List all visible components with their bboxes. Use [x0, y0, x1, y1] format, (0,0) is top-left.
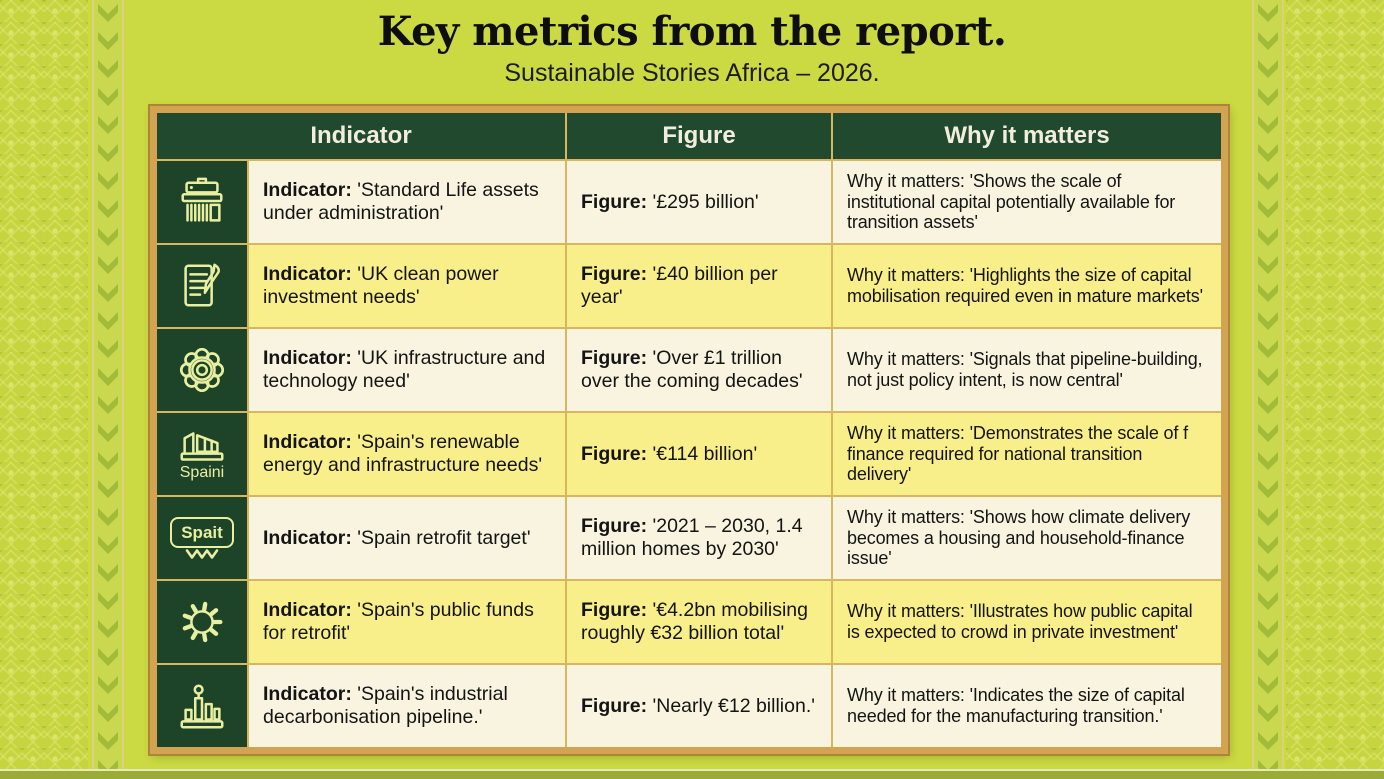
right-ornament-pattern [1286, 0, 1384, 779]
badge-gear-icon [180, 348, 224, 392]
row-icon-cell [157, 161, 247, 243]
why-cell: Why it matters: 'Highlights the size of … [833, 245, 1221, 327]
left-chevron-stripe [92, 0, 124, 779]
indicator-cell: Indicator: 'UK infrastructure and techno… [249, 329, 565, 411]
bubble-tail-icon [185, 548, 219, 559]
why-text: Why it matters: 'Demonstrates the scale … [847, 422, 1188, 485]
indicator-text: Indicator: 'Spain's renewable energy and… [263, 431, 543, 476]
indicator-text: Indicator: 'Spain's industrial decarboni… [263, 683, 508, 728]
title-block: Key metrics from the report. Sustainable… [0, 8, 1384, 88]
figure-text: Figure: '£40 billion per year' [581, 263, 778, 308]
why-text: Why it matters: 'Shows the scale of inst… [847, 170, 1176, 233]
figure-cell: Figure: 'Nearly €12 billion.' [567, 665, 831, 747]
row-icon-cell: Spait [157, 497, 247, 579]
speech-bubble-icon: Spait [170, 516, 234, 548]
figure-cell: Figure: '£295 billion' [567, 161, 831, 243]
why-text: Why it matters: 'Indicates the size of c… [847, 685, 1185, 726]
indicator-text: Indicator: 'Spain retrofit target' [263, 526, 531, 549]
figure-cell: Figure: '€4.2bn mobilising roughly €32 b… [567, 581, 831, 663]
indicator-cell: Indicator: 'UK clean power investment ne… [249, 245, 565, 327]
why-cell: Why it matters: 'Illustrates how public … [833, 581, 1221, 663]
figure-cell: Figure: '2021 – 2030, 1.4 million homes … [567, 497, 831, 579]
indicator-text: Indicator: 'Spain's public funds for ret… [263, 599, 534, 644]
row-icon-cell: Spaini [157, 413, 247, 495]
bottom-border-strip [0, 769, 1384, 779]
column-header-figure: Figure [567, 113, 831, 159]
indicator-text: Indicator: 'Standard Life assets under a… [263, 179, 539, 224]
page-subtitle: Sustainable Stories Africa – 2026. [504, 59, 880, 87]
why-text: Why it matters: 'Highlights the size of … [847, 265, 1203, 306]
column-header-why: Why it matters [833, 113, 1221, 159]
chevron-pattern-icon [1254, 0, 1282, 779]
why-text: Why it matters: 'Signals that pipeline-b… [847, 349, 1203, 390]
figure-text: Figure: 'Over £1 trillion over the comin… [581, 347, 803, 392]
why-cell: Why it matters: 'Shows the scale of inst… [833, 161, 1221, 243]
indicator-cell: Indicator: 'Spain's renewable energy and… [249, 413, 565, 495]
why-cell: Why it matters: 'Signals that pipeline-b… [833, 329, 1221, 411]
row-icon-cell [157, 329, 247, 411]
solar-panel-icon [180, 431, 224, 461]
figure-cell: Figure: '£40 billion per year' [567, 245, 831, 327]
why-cell: Why it matters: 'Demonstrates the scale … [833, 413, 1221, 495]
figure-text: Figure: '€4.2bn mobilising roughly €32 b… [581, 599, 809, 644]
why-cell: Why it matters: 'Indicates the size of c… [833, 665, 1221, 747]
figure-text: Figure: '€114 billion' [581, 442, 758, 465]
sun-gear-icon [182, 601, 223, 643]
indicator-cell: Indicator: 'Standard Life assets under a… [249, 161, 565, 243]
why-text: Why it matters: 'Illustrates how public … [847, 601, 1193, 642]
right-chevron-stripe [1252, 0, 1284, 779]
figure-text: Figure: '£295 billion' [581, 190, 759, 213]
indicator-cell: Indicator: 'Spain's public funds for ret… [249, 581, 565, 663]
column-header-indicator: Indicator [157, 113, 565, 159]
table-gold-frame: Indicator Figure Why it matters Indicato… [148, 104, 1230, 756]
chevron-pattern-icon [94, 0, 122, 779]
figure-text: Figure: '2021 – 2030, 1.4 million homes … [581, 515, 803, 560]
left-ornament-pattern [0, 0, 88, 779]
figure-text: Figure: 'Nearly €12 billion.' [581, 694, 815, 717]
row-icon-cell [157, 581, 247, 663]
document-pen-icon [184, 263, 220, 307]
row-icon-cell [157, 245, 247, 327]
shredder-icon [181, 177, 223, 222]
indicator-text: Indicator: 'UK infrastructure and techno… [263, 347, 546, 392]
page-title: Key metrics from the report. [377, 8, 1007, 55]
indicator-cell: Indicator: 'Spain retrofit target' [249, 497, 565, 579]
figure-cell: Figure: '€114 billion' [567, 413, 831, 495]
indicator-cell: Indicator: 'Spain's industrial decarboni… [249, 665, 565, 747]
indicator-text: Indicator: 'UK clean power investment ne… [263, 263, 499, 308]
figure-cell: Figure: 'Over £1 trillion over the comin… [567, 329, 831, 411]
why-text: Why it matters: 'Shows how climate deliv… [847, 506, 1191, 569]
row-icon-cell [157, 665, 247, 747]
icon-caption: Spaini [179, 463, 225, 481]
metrics-table: Indicator Figure Why it matters Indicato… [148, 104, 1230, 756]
bar-chart-icon [180, 684, 224, 729]
why-cell: Why it matters: 'Shows how climate deliv… [833, 497, 1221, 579]
